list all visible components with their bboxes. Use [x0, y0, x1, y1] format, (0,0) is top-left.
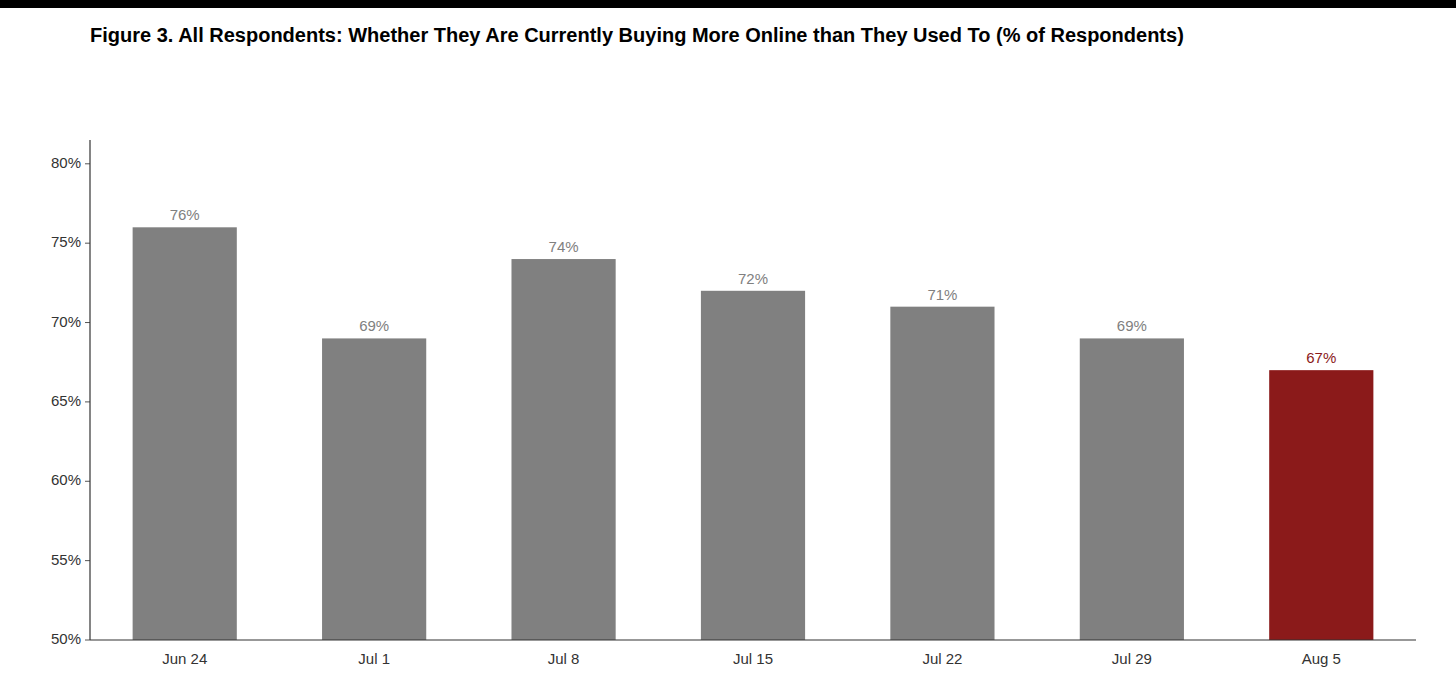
- data-label: 69%: [359, 317, 389, 334]
- y-tick: [85, 401, 90, 402]
- bar: [511, 259, 615, 640]
- y-tick: [85, 243, 90, 244]
- x-tick-label: Jul 1: [358, 650, 390, 667]
- data-label: 72%: [738, 270, 768, 287]
- y-tick-label: 50%: [51, 630, 81, 647]
- chart: Figure 3. All Respondents: Whether They …: [0, 0, 1456, 700]
- y-tick-label: 60%: [51, 471, 81, 488]
- y-tick: [85, 322, 90, 323]
- bar: [1080, 338, 1184, 640]
- data-label: 69%: [1117, 317, 1147, 334]
- data-label: 71%: [927, 286, 957, 303]
- x-tick-label: Jul 8: [548, 650, 580, 667]
- y-tick: [85, 481, 90, 482]
- bar: [1269, 370, 1373, 640]
- title-line: Figure 3. All Respondents: Whether They …: [90, 24, 1184, 46]
- y-tick-label: 75%: [51, 233, 81, 250]
- y-tick-label: 80%: [51, 154, 81, 171]
- data-label: 74%: [549, 238, 579, 255]
- y-tick: [85, 163, 90, 164]
- data-label: 67%: [1306, 349, 1336, 366]
- x-tick-label: Aug 5: [1302, 650, 1341, 667]
- y-tick-label: 70%: [51, 313, 81, 330]
- y-tick: [85, 560, 90, 561]
- x-tick-label: Jul 22: [922, 650, 962, 667]
- data-labels: 76% 69% 74% 72% 71% 69% 67%: [170, 206, 1337, 366]
- title: Figure 3. All Respondents: Whether They …: [90, 24, 1184, 46]
- y-tick: [85, 640, 90, 641]
- background: [0, 0, 1456, 700]
- y-axis-line: [89, 140, 90, 640]
- x-tick-label: Jun 24: [162, 650, 207, 667]
- x-tick-label: Jul 29: [1112, 650, 1152, 667]
- bar: [133, 227, 237, 640]
- data-label: 76%: [170, 206, 200, 223]
- top-border: [0, 0, 1456, 8]
- bar: [322, 338, 426, 640]
- x-axis: Jun 24 Jul 1 Jul 8 Jul 15 Jul 22 Jul 29 Aug 5: [90, 640, 1416, 667]
- bar: [701, 291, 805, 640]
- bars: [133, 227, 1374, 640]
- x-tick-label: Jul 15: [733, 650, 773, 667]
- x-axis-line: [90, 639, 1416, 640]
- y-axis: 50% 55% 60% 65% 70% 75% 80%: [51, 140, 90, 647]
- bar: [890, 307, 994, 640]
- y-tick-label: 55%: [51, 551, 81, 568]
- y-tick-label: 65%: [51, 392, 81, 409]
